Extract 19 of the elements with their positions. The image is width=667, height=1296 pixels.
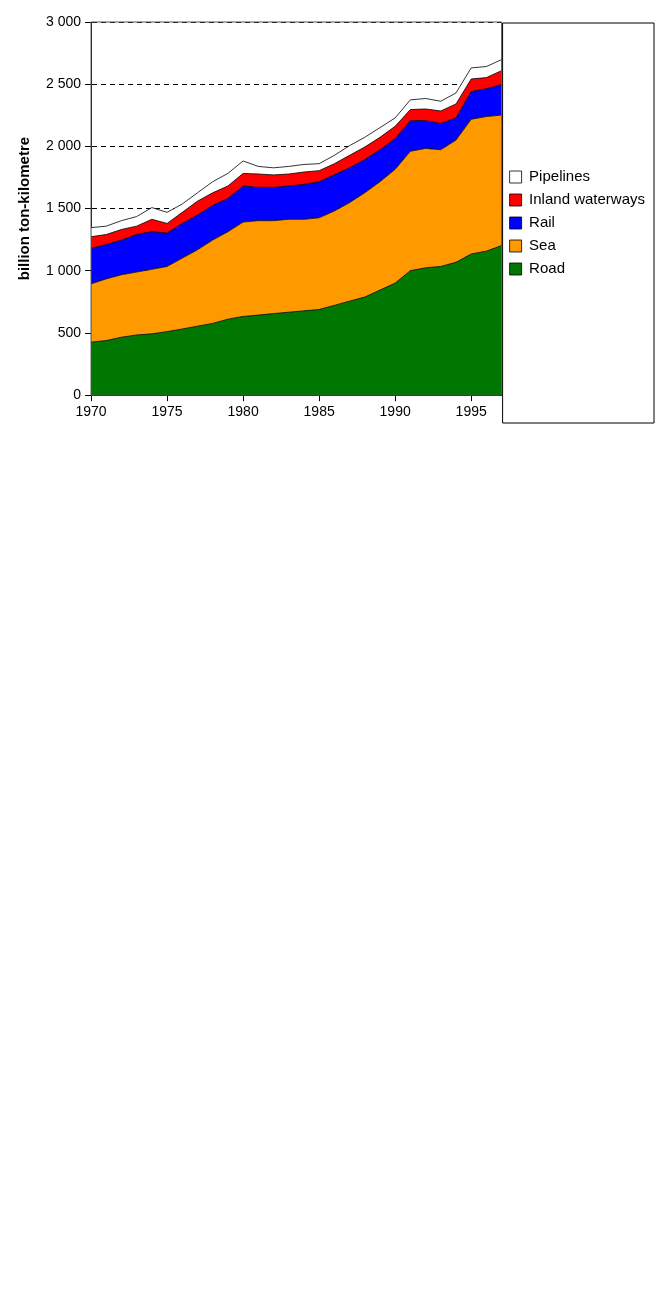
legend-label: Sea [529, 236, 557, 254]
y-tick-label: 2 000 [45, 137, 82, 154]
x-tick-label: 1970 [75, 403, 107, 420]
legend-label: Pipelines [529, 167, 590, 185]
legend-label: Rail [529, 213, 555, 231]
y-tick-label: 0 [73, 386, 82, 403]
x-tick-label: 1980 [227, 403, 259, 420]
y-tick-label: 1 500 [45, 199, 82, 216]
y-tick-label: 1 000 [45, 261, 82, 278]
y-tick-label: 3 000 [45, 12, 82, 29]
y-tick-label: 500 [57, 323, 82, 340]
x-tick-label: 1975 [151, 403, 183, 420]
legend-label: Road [529, 259, 565, 277]
x-tick-label: 1995 [455, 403, 487, 420]
y-axis-title: billion ton-kilometre [15, 136, 33, 281]
legend-label: Inland waterways [529, 190, 646, 208]
x-tick-label: 1990 [379, 403, 411, 420]
y-tick-label: 2 500 [45, 75, 82, 92]
x-tick-label: 1985 [303, 403, 335, 420]
